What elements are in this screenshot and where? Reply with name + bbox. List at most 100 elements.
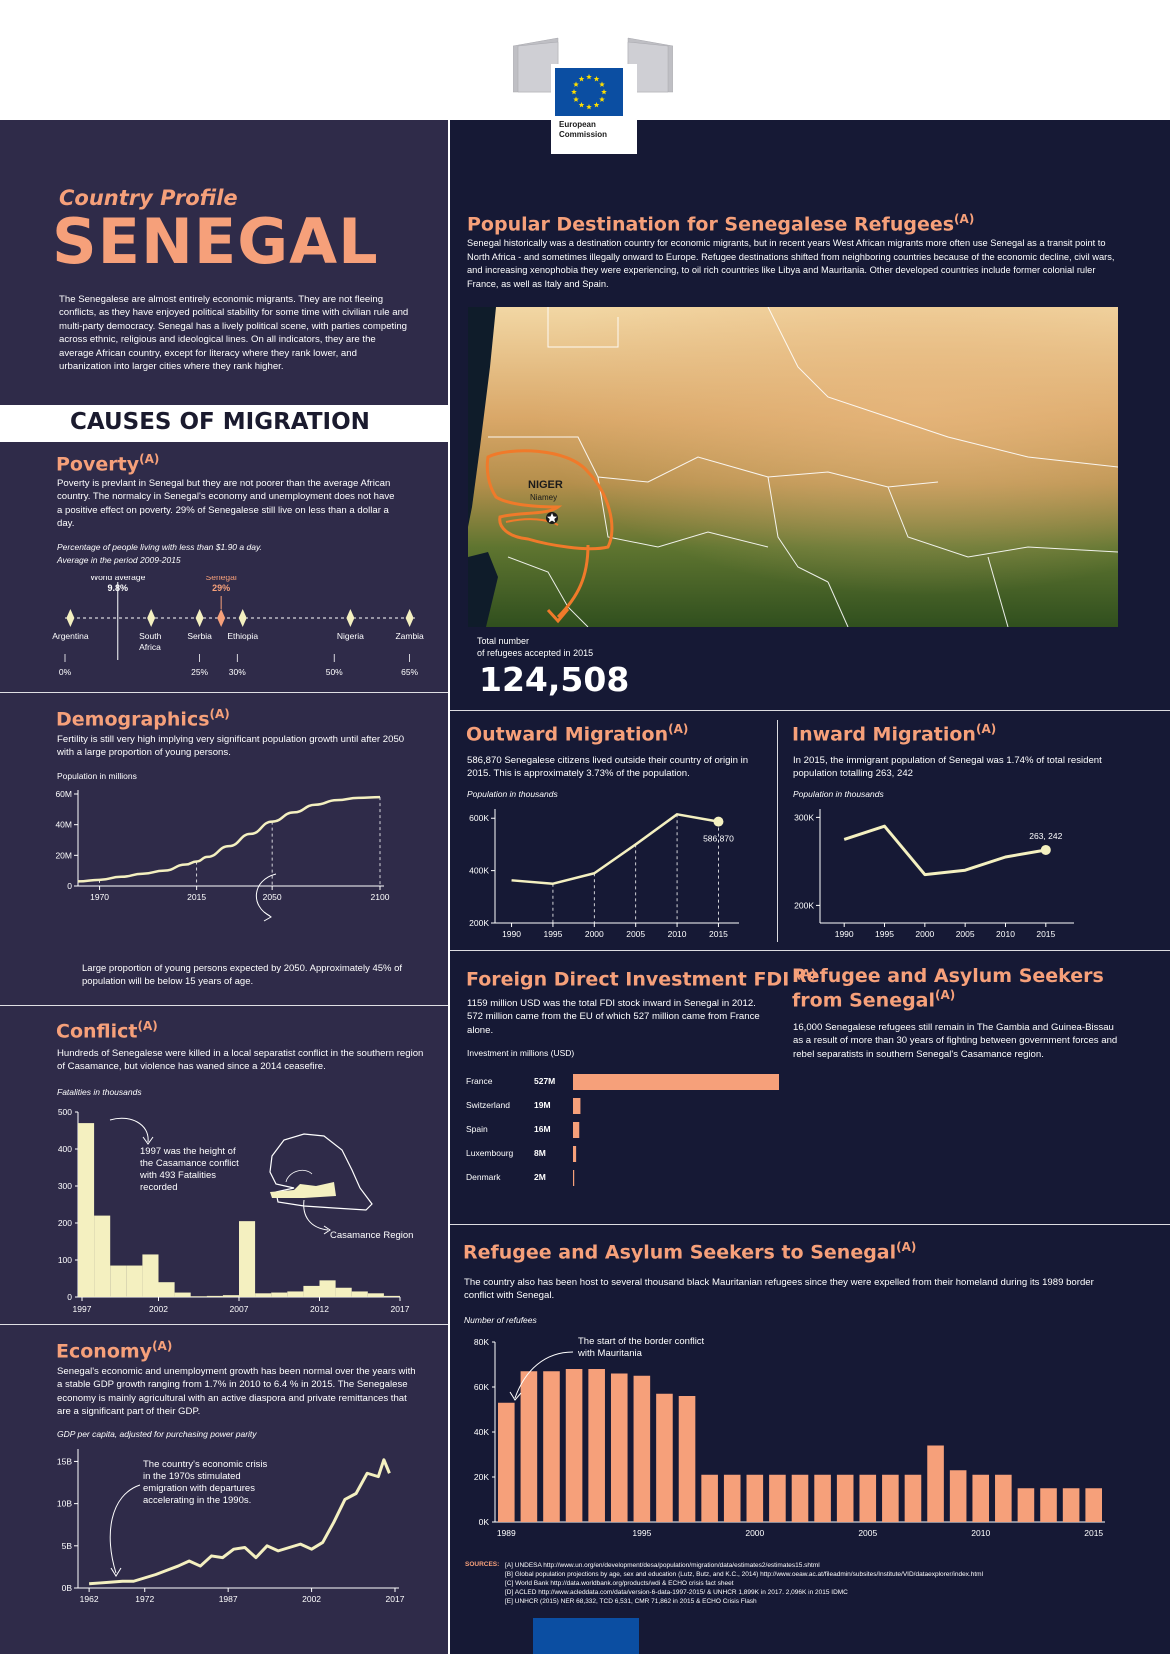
eu-star [586,104,592,110]
eu-star [578,76,585,82]
source-line: [C] World Bank http://data.worldbank.org… [505,1580,734,1587]
causes-banner-label: CAUSES OF MIGRATION [70,409,370,435]
map-country-label: NIGER [528,479,563,491]
x-tick-label: 2005 [858,1528,877,1538]
x-tick-label: 2010 [668,929,687,939]
casamance-map [264,1126,394,1226]
destination-text: Senegal historically was a destination c… [467,238,1115,289]
asylum-bar [610,1373,628,1522]
x-tick-label: 1990 [835,929,854,939]
x-tick-label: 1990 [502,929,521,939]
demographics-caption: Population in millions [57,771,137,781]
asylum-bar [814,1474,831,1522]
divider [0,1324,448,1325]
eu-star [599,81,605,87]
conflict-bar [158,1282,175,1297]
eu-star [593,101,600,108]
eu-star [578,101,585,108]
inward-heading: Inward Migration(A) [792,722,997,746]
total-label-1: Total number [477,636,530,646]
asylum-bar [927,1445,944,1522]
x-tick-label: 2015 [1084,1528,1103,1538]
asylum-bar [1062,1488,1080,1522]
annotation-arrowhead [509,1391,522,1401]
x-tick-label: 2050 [263,892,282,902]
fdi-category-label: Switzerland [466,1100,510,1110]
fdi-bar [573,1122,580,1138]
casamance-arrow [300,1198,340,1238]
outward-heading: Outward Migration(A) [466,722,689,746]
map-city-label: Niamey [530,493,557,502]
x-tick-label: 1962 [80,1594,99,1604]
conflict-bar [110,1265,127,1297]
fdi-category-label: Denmark [466,1172,501,1182]
conflict-caption: Fatalities in thousands [57,1087,142,1097]
total-refugees-value: 124,508 [479,660,630,699]
conflict-bar [367,1293,384,1297]
fdi-value-label: 2M [534,1172,546,1182]
outward-caption: Population in thousands [467,789,558,799]
y-tick-label: 40M [55,820,72,830]
asylum-bar [791,1474,809,1522]
asylum-bar [1040,1488,1057,1522]
x-tick-label: 2002 [302,1594,321,1604]
fdi-caption: Investment in millions (USD) [467,1048,575,1058]
poverty-marker [346,609,355,627]
y-tick-label: 0 [67,881,72,891]
conflict-bar [78,1123,95,1297]
conflict-bar [335,1287,352,1297]
conflict-bar [174,1292,191,1297]
economy-annotation: The country's economic crisis in the 197… [143,1459,268,1506]
eu-star [601,89,607,95]
country-label: Africa [139,642,161,652]
asylum-bar [588,1369,605,1522]
destination-map: NIGER Niamey [468,306,1119,628]
destination-heading: Popular Destination for Senegalese Refug… [467,212,975,236]
conflict-bar [94,1215,111,1297]
poverty-marker [195,609,204,627]
asylum-to-caption: Number of refufees [464,1315,537,1325]
eu-star [593,76,600,82]
source-line: [D] ACLED http://www.acleddata.com/data/… [505,1589,848,1596]
x-tick-label: 2015 [1036,929,1055,939]
annotation-arrowhead [263,911,272,922]
source-line: [A] UNDESA http://www.un.org/en/developm… [505,1562,820,1569]
divider [450,950,1170,951]
fdi-category-label: France [466,1076,493,1086]
conflict-bar [142,1254,159,1297]
asylum-bar [1085,1488,1102,1522]
y-tick-label: 10B [57,1499,72,1509]
asylum-bar [701,1474,718,1522]
y-tick-label: 300 [58,1181,72,1191]
asylum-bar [723,1474,741,1522]
economy-chart: 0B 5B 10B 15B 1962 1972 1987 2002 2017 [40,1445,420,1625]
conflict-text: Hundreds of Senegalese were killed in a … [57,1048,424,1073]
divider [0,1005,448,1006]
outward-text: 586,870 Senegalese citizens lived outsid… [467,755,749,780]
asylum-bar [836,1474,854,1522]
end-point-label: 586,870 [703,834,734,844]
fdi-bar [573,1074,779,1090]
x-tick-label: 2000 [585,929,604,939]
logo-line2: Commission [559,130,607,139]
conflict-bar [383,1295,400,1297]
x-tick-label: 2017 [391,1304,410,1314]
conflict-bar [206,1295,223,1297]
x-tick-label: 2005 [626,929,645,939]
conflict-bar [239,1221,256,1297]
poverty-scale-label: 50% [326,667,343,677]
y-tick-label: 400K [469,866,489,876]
source-line: [E] UNHCR (2015) NER 68,332, TCD 6,531, … [505,1598,757,1605]
poverty-scale-label: 65% [401,667,418,677]
x-tick-label: 1970 [90,892,109,902]
european-commission-logo: European Commission [512,34,674,154]
asylum-bar [904,1474,922,1522]
y-tick-label: 600K [469,813,489,823]
x-tick-label: 2015 [709,929,728,939]
divider [0,692,448,693]
source-line: [B] Global population projections by age… [505,1571,984,1578]
x-tick-label: 2100 [371,892,390,902]
fdi-category-label: Spain [466,1124,488,1134]
conflict-bar [271,1292,288,1297]
poverty-marker [405,609,414,627]
